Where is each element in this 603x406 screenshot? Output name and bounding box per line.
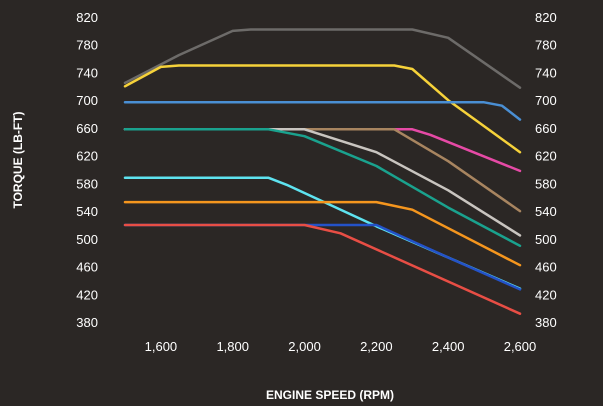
left-y-ticks: 820 780 740 700 660 620 580 540 500 460 420 380 [76, 10, 98, 330]
y-tick-label-right: 500 [535, 232, 557, 247]
y-axis-title: TORQUE (LB-FT) [11, 111, 25, 208]
y-tick-label-left: 540 [76, 204, 98, 219]
right-y-ticks: 820 780 740 700 660 620 580 540 500 460 420 380 [535, 10, 557, 330]
y-tick-label-right: 740 [535, 65, 557, 80]
y-tick-label-right: 620 [535, 149, 557, 164]
y-tick-label-left: 580 [76, 176, 98, 191]
y-tick-label-right: 380 [535, 315, 557, 330]
y-tick-label-left: 420 [76, 287, 98, 302]
y-tick-label-left: 700 [76, 93, 98, 108]
y-tick-label-right: 540 [535, 204, 557, 219]
series-line-2 [125, 66, 520, 153]
y-tick-label-right: 700 [535, 93, 557, 108]
x-axis-title: ENGINE SPEED (RPM) [266, 388, 394, 402]
x-tick-label: 2,400 [432, 339, 465, 354]
series-line-8 [125, 178, 520, 289]
y-tick-label-right: 460 [535, 260, 557, 275]
y-tick-label-left: 780 [76, 38, 98, 53]
y-tick-label-right: 580 [535, 176, 557, 191]
y-tick-label-left: 500 [76, 232, 98, 247]
x-tick-label: 1,600 [145, 339, 178, 354]
y-tick-label-left: 620 [76, 149, 98, 164]
y-tick-label-right: 780 [535, 38, 557, 53]
y-tick-label-left: 820 [76, 10, 98, 25]
x-tick-label: 2,600 [504, 339, 537, 354]
x-tick-label: 2,200 [360, 339, 393, 354]
y-tick-label-left: 740 [76, 65, 98, 80]
series-line-3 [125, 102, 520, 119]
y-tick-label-right: 660 [535, 121, 557, 136]
series-line-9 [125, 202, 520, 265]
y-tick-label-left: 380 [76, 315, 98, 330]
series-line-1 [125, 30, 520, 88]
y-tick-label-right: 420 [535, 287, 557, 302]
y-tick-label-left: 460 [76, 260, 98, 275]
series-line-11 [125, 225, 520, 314]
x-ticks: 1,600 1,800 2,000 2,200 2,400 2,600 [145, 339, 537, 354]
series-line-6 [125, 129, 520, 235]
x-tick-label: 2,000 [288, 339, 321, 354]
y-tick-label-right: 820 [535, 10, 557, 25]
series-lines [125, 30, 520, 314]
y-tick-label-left: 660 [76, 121, 98, 136]
x-tick-label: 1,800 [216, 339, 249, 354]
